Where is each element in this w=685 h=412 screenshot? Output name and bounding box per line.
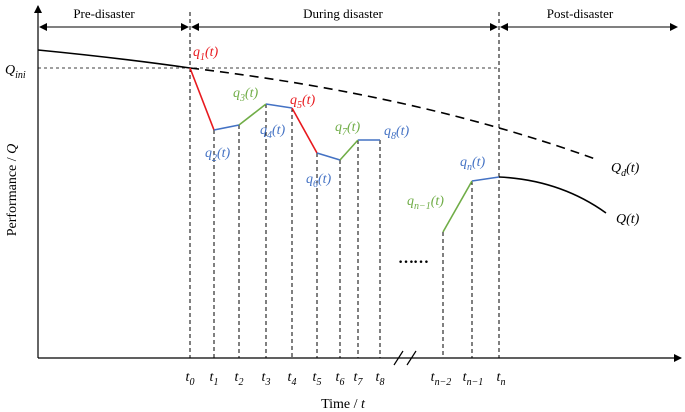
segment-q7	[339, 139, 359, 161]
q-curve-post	[498, 176, 607, 214]
tick-t0: t0	[186, 370, 195, 388]
tick-t1: t1	[210, 370, 219, 388]
label-q4: q4(t)	[260, 123, 286, 141]
label-qn: qn(t)	[460, 155, 486, 173]
segment-q3	[238, 103, 267, 126]
tick-t3: t3	[262, 370, 271, 388]
label-q5: q5(t)	[290, 93, 316, 111]
time-tick-labels: t0 t1 t2 t3 t4 t5 t6 t7 t8 tn−2 tn−1 tn	[186, 370, 506, 388]
segment-q2	[213, 124, 240, 131]
label-q2: q2(t)	[205, 146, 231, 164]
segment-labels: q1(t) q2(t) q3(t) q4(t) q5(t) q6(t) q7(t…	[193, 45, 486, 212]
segment-q1	[189, 67, 215, 131]
segment-q6	[316, 152, 341, 161]
tick-t2: t2	[235, 370, 244, 388]
label-qn1: qn−1(t)	[407, 194, 444, 212]
tick-t5: t5	[313, 370, 322, 388]
label-q8: q8(t)	[384, 124, 410, 142]
label-q1: q1(t)	[193, 45, 219, 63]
tick-tn1: tn−1	[463, 370, 484, 388]
y-axis-title: Performance / Q	[5, 144, 20, 237]
tick-t7: t7	[354, 370, 364, 388]
phase-label-post: Post-disaster	[547, 6, 614, 21]
axis-break-mark-2	[406, 350, 417, 366]
label-q6: q6(t)	[306, 172, 332, 190]
phase-label-pre: Pre-disaster	[73, 6, 135, 21]
qd-label: Qd(t)	[611, 161, 640, 179]
pre-disaster-curve	[37, 49, 191, 69]
phase-label-during: During disaster	[303, 6, 383, 21]
ellipsis: ……	[398, 250, 428, 267]
time-gridlines	[213, 104, 473, 358]
qd-curve	[189, 67, 599, 161]
q-ini-label: Qini	[5, 63, 26, 81]
tick-t6: t6	[336, 370, 345, 388]
segment-q4	[265, 103, 293, 109]
segment-q5	[291, 107, 318, 154]
segment-qn1	[442, 180, 473, 233]
tick-t4: t4	[288, 370, 297, 388]
tick-t8: t8	[376, 370, 385, 388]
label-q7: q7(t)	[335, 120, 361, 138]
tick-tn: tn	[497, 370, 506, 388]
x-axis-title: Time / t	[321, 397, 366, 412]
segment-qn	[471, 176, 500, 182]
tick-tn2: tn−2	[431, 370, 452, 388]
axis-break-mark-1	[393, 350, 404, 366]
q-label: Q(t)	[616, 212, 640, 227]
label-q3: q3(t)	[233, 86, 259, 104]
